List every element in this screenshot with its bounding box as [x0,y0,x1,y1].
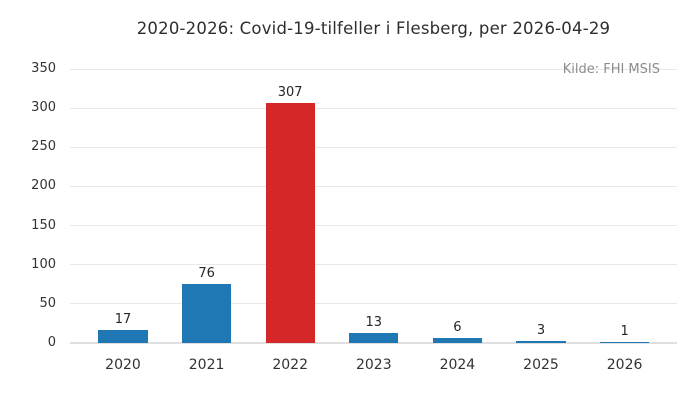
bar-value-label-2020: 17 [114,312,132,327]
gridline-y-250 [70,146,677,148]
bar-2023 [349,333,399,343]
y-tick-label: 50 [39,295,56,311]
y-tick-label: 250 [31,139,56,155]
gridline-y-300 [70,107,677,109]
y-tick-label: 0 [47,335,56,350]
bar-2022 [265,103,315,343]
y-tick-label: 300 [31,100,56,116]
x-tick-label-2022: 2022 [272,357,308,373]
x-tick-label-2024: 2024 [439,357,476,373]
chart-title: 2020-2026: Covid-19-tilfeller i Flesberg… [136,19,611,38]
y-tick-label: 100 [31,256,56,272]
bar-value-label-2023: 13 [365,315,383,330]
gridline-y-350 [70,68,677,70]
source-note: Kilde: FHI MSIS [562,62,660,77]
bar-value-label-2025: 3 [536,323,546,338]
bar-2026 [599,342,650,343]
bar-2025 [516,341,566,343]
bar-value-label-2024: 6 [453,320,462,335]
bar-value-label-2021: 76 [198,266,215,281]
gridline-y-0 [70,342,677,344]
y-tick-label: 200 [31,178,56,194]
bar-2020 [98,330,148,343]
bar-value-label-2022: 307 [277,85,303,100]
y-tick-label: 350 [31,61,56,76]
gridline-y-150 [70,225,677,227]
gridline-y-200 [70,185,677,187]
y-tick-label: 150 [31,217,56,233]
bar-value-label-2026: 1 [620,324,629,339]
gridline-y-100 [70,264,677,266]
bar-2024 [432,338,483,343]
x-tick-label-2026: 2026 [606,357,643,373]
x-tick-label-2020: 2020 [105,357,141,373]
x-tick-label-2021: 2021 [188,357,225,373]
gridline-y-50 [70,303,677,305]
bar-2021 [181,284,232,343]
x-tick-label-2023: 2023 [355,357,392,373]
x-tick-label-2025: 2025 [523,357,559,373]
